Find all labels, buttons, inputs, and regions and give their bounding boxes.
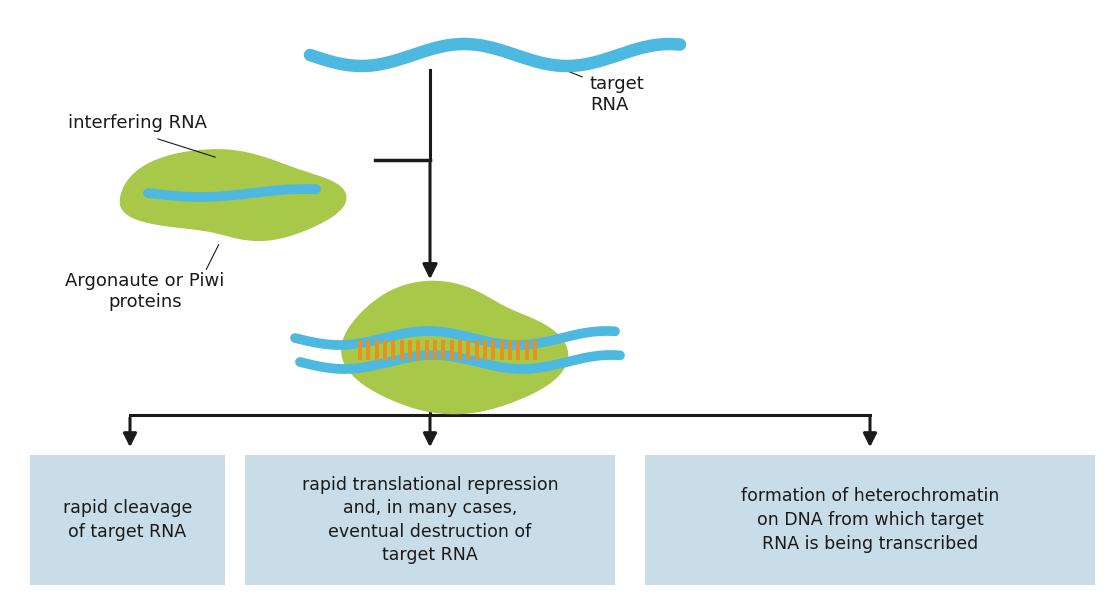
Polygon shape bbox=[120, 150, 346, 240]
Text: target
RNA: target RNA bbox=[590, 75, 645, 114]
Text: interfering RNA: interfering RNA bbox=[68, 114, 207, 132]
Text: formation of heterochromatin
on DNA from which target
RNA is being transcribed: formation of heterochromatin on DNA from… bbox=[740, 487, 999, 553]
FancyBboxPatch shape bbox=[30, 455, 225, 585]
Text: Argonaute or Piwi
proteins: Argonaute or Piwi proteins bbox=[65, 272, 225, 311]
Polygon shape bbox=[342, 282, 568, 413]
FancyBboxPatch shape bbox=[245, 455, 615, 585]
Text: rapid translational repression
and, in many cases,
eventual destruction of
targe: rapid translational repression and, in m… bbox=[301, 476, 558, 564]
FancyBboxPatch shape bbox=[645, 455, 1095, 585]
Text: rapid cleavage
of target RNA: rapid cleavage of target RNA bbox=[63, 499, 193, 541]
